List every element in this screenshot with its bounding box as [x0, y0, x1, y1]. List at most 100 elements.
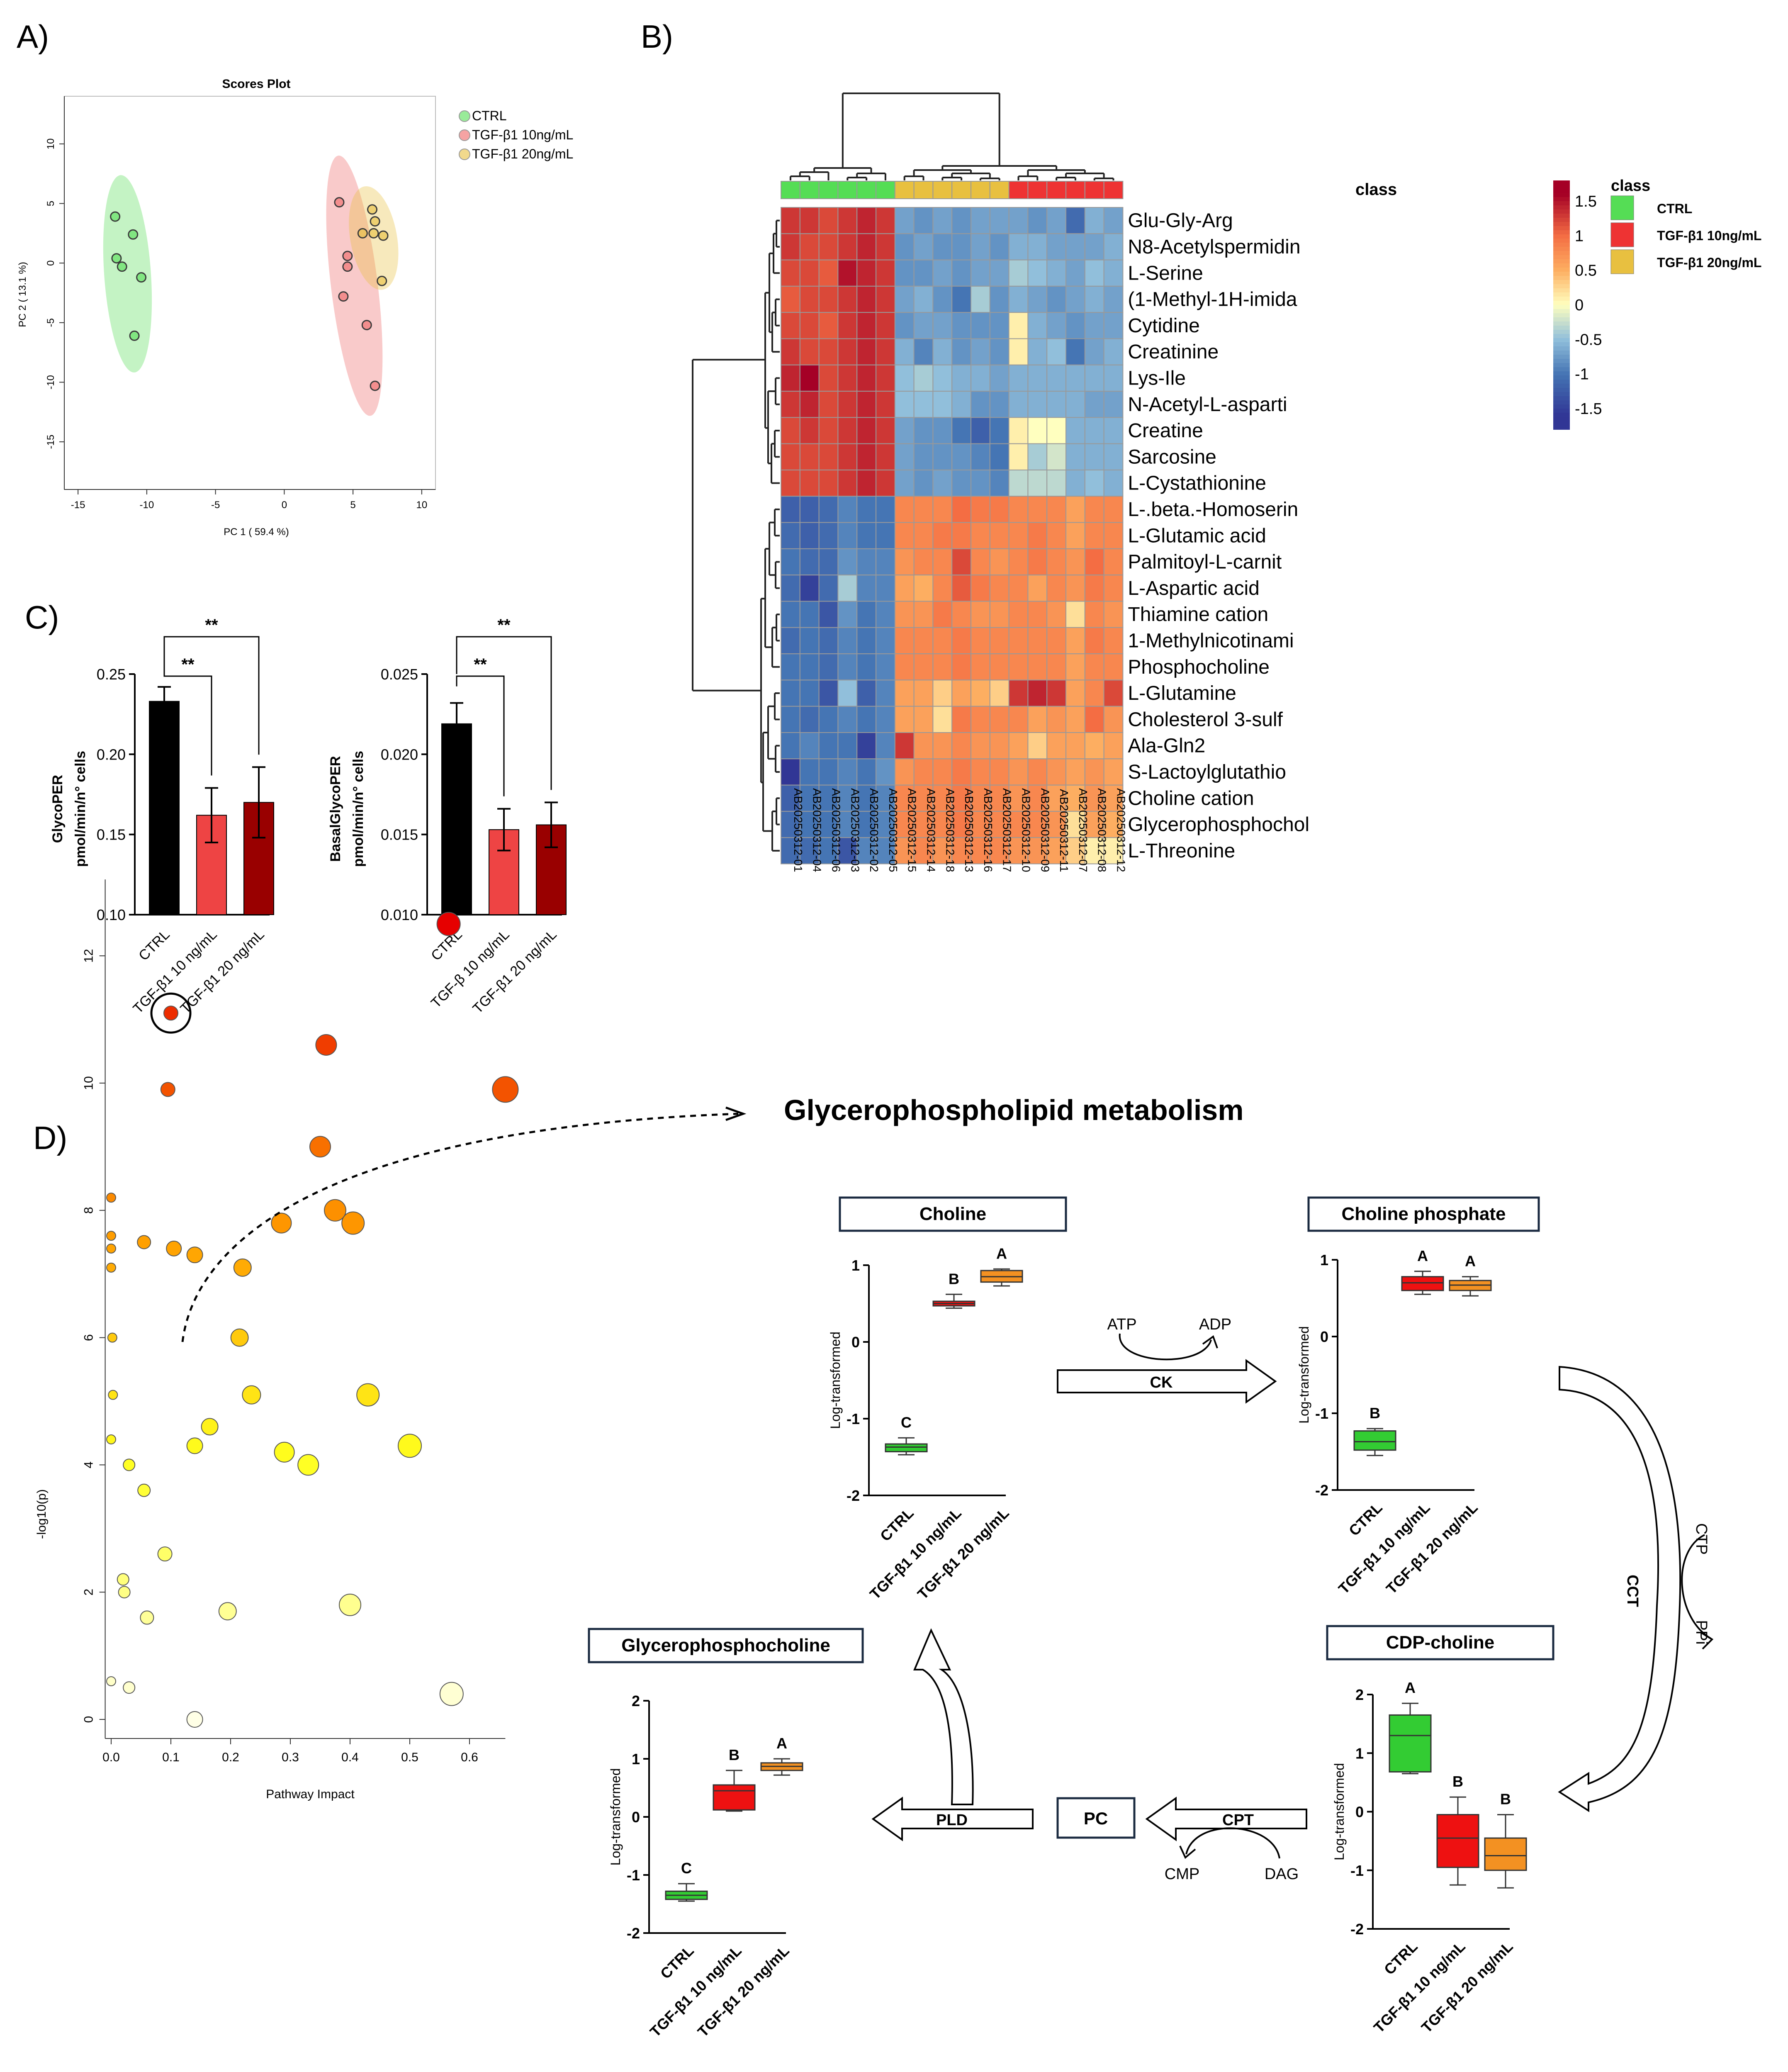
- scores-plot-xlabel: PC 1 ( 59.4 %): [224, 526, 289, 538]
- scores-point-0: [136, 272, 147, 283]
- cdpcholine-category-label: TGF-β1 10 ng/mL: [1370, 1938, 1469, 2036]
- scores-plot-y-tick-label: 0: [45, 261, 56, 266]
- heatmap-cell: [818, 522, 839, 549]
- scores-legend-label: CTRL: [472, 108, 507, 123]
- heatmap-cell: [1027, 259, 1048, 287]
- heatmap-cell: [1008, 522, 1029, 549]
- heatmap-cell: [932, 601, 953, 628]
- bubble-x-tick-label: 0.3: [282, 1751, 299, 1764]
- heatmap-cell: [1046, 601, 1066, 628]
- heatmap-cell: [1027, 837, 1048, 864]
- heatmap-cell: [951, 548, 971, 576]
- heatmap-scale-segment: [1553, 209, 1570, 214]
- heatmap-cell: [781, 417, 800, 444]
- basalglycoper-sig-bracket: [456, 675, 505, 796]
- heatmap-scale-segment: [1553, 201, 1570, 206]
- heatmap-legend-swatch: [1610, 222, 1634, 247]
- bubble-xlabel: Pathway Impact: [266, 1787, 355, 1801]
- heatmap-cell: [951, 259, 971, 287]
- heatmap-cell: [781, 443, 800, 470]
- scores-plot-y-tick-label: -10: [45, 375, 56, 390]
- heatmap-cell: [932, 548, 953, 576]
- heatmap-cell: [1046, 496, 1066, 523]
- bubble-x-tick-label: 0.6: [461, 1751, 478, 1764]
- scores-plot-x-tick-label: -10: [140, 499, 154, 511]
- heatmap-row-label: Cholesterol 3-sulf: [1128, 709, 1283, 730]
- heatmap-cell: [799, 627, 820, 655]
- heatmap-cell: [856, 417, 876, 444]
- heatmap-cell: [1027, 522, 1048, 549]
- heatmap-cell: [1008, 653, 1029, 681]
- heatmap-column-label: AB20250312-13: [963, 788, 975, 872]
- heatmap-cell: [932, 522, 953, 549]
- heatmap-cell: [876, 653, 895, 681]
- heatmap-cell: [971, 653, 990, 681]
- heatmap-scale-segment: [1553, 193, 1570, 197]
- heatmap-row-label: L-Cystathionine: [1128, 472, 1266, 494]
- heatmap-cell: [1008, 837, 1029, 864]
- heatmap-cell: [989, 391, 1010, 418]
- choline-y-tick-label: 0: [851, 1334, 860, 1351]
- heatmap-cell: [932, 443, 953, 470]
- pc-box: [1056, 1797, 1136, 1839]
- heatmap-cell: [1046, 364, 1066, 392]
- heatmap-cell: [1103, 259, 1124, 287]
- heatmap-scale-segment: [1553, 367, 1570, 372]
- heatmap-cell: [894, 758, 915, 786]
- heatmap-cell: [1066, 391, 1085, 418]
- heatmap-cell: [1066, 285, 1085, 313]
- pld-up-arrow: [913, 1628, 974, 1805]
- heatmap-cell: [837, 207, 858, 234]
- heatmap-cell: [932, 679, 953, 707]
- heatmap-cell: [932, 627, 953, 655]
- heatmap-cell: [799, 758, 820, 786]
- bubble-point: [218, 1602, 237, 1621]
- heatmap-cell: [1046, 312, 1066, 339]
- choline-box-plot: Choline 1 0 -1 -2 Log-transformed C CTRL B TGF-β1…: [828, 1196, 1067, 1603]
- heatmap-cell: [1084, 627, 1104, 655]
- heatmap-row-label: S-Lactoylglutathio: [1128, 761, 1286, 783]
- heatmap-cell: [1008, 601, 1029, 628]
- heatmap-cell: [1046, 758, 1066, 786]
- glycerophosphocholine-y-tick-label: 0: [632, 1809, 640, 1826]
- heatmap-scale-segment: [1553, 205, 1570, 210]
- heatmap-cell: [1027, 443, 1048, 470]
- heatmap-legend-swatch: [1610, 249, 1634, 274]
- bubble-point: [436, 912, 461, 936]
- heatmap-cell: [781, 233, 800, 261]
- heatmap-cell: [799, 470, 820, 497]
- heatmap-row-label: Glu-Gly-Arg: [1128, 210, 1233, 232]
- scores-plot-x-tick-label: 10: [416, 499, 428, 511]
- heatmap-cell: [951, 575, 971, 602]
- heatmap-cell: [1084, 285, 1104, 313]
- scores-point-2: [370, 216, 380, 227]
- heatmap-cell: [856, 575, 876, 602]
- scores-point-1: [338, 291, 349, 302]
- cholinephosphate-group-letter: B: [1370, 1405, 1380, 1422]
- heatmap-cell: [971, 207, 990, 234]
- heatmap-cell: [1008, 575, 1029, 602]
- heatmap-cell: [932, 653, 953, 681]
- heatmap-cell: [781, 758, 800, 786]
- heatmap-cell: [799, 706, 820, 733]
- heatmap-cell: [1066, 575, 1085, 602]
- heatmap-scale-segment: [1553, 317, 1570, 322]
- basalglycoper-y-tick-label: 0.010: [381, 906, 418, 923]
- scores-plot-x-tick-label: 5: [350, 499, 355, 511]
- heatmap-cell: [989, 784, 1010, 812]
- heatmap-scale-segment: [1553, 309, 1570, 314]
- scores-point-0: [128, 229, 139, 240]
- heatmap-cell: [856, 758, 876, 786]
- heatmap-cell: [971, 338, 990, 365]
- heatmap-cell: [837, 706, 858, 733]
- bubble-point: [106, 1193, 116, 1203]
- glycerophosphocholine-box: [713, 1784, 756, 1811]
- heatmap-cell: [856, 364, 876, 392]
- heatmap-cell: [894, 259, 915, 287]
- heatmap-cell: [913, 233, 934, 261]
- heatmap-cell: [951, 312, 971, 339]
- scores-plot-y-tick-label: -5: [45, 318, 56, 327]
- heatmap-scale-segment: [1553, 239, 1570, 243]
- heatmap-cell: [971, 470, 990, 497]
- bubble-point: [166, 1240, 182, 1256]
